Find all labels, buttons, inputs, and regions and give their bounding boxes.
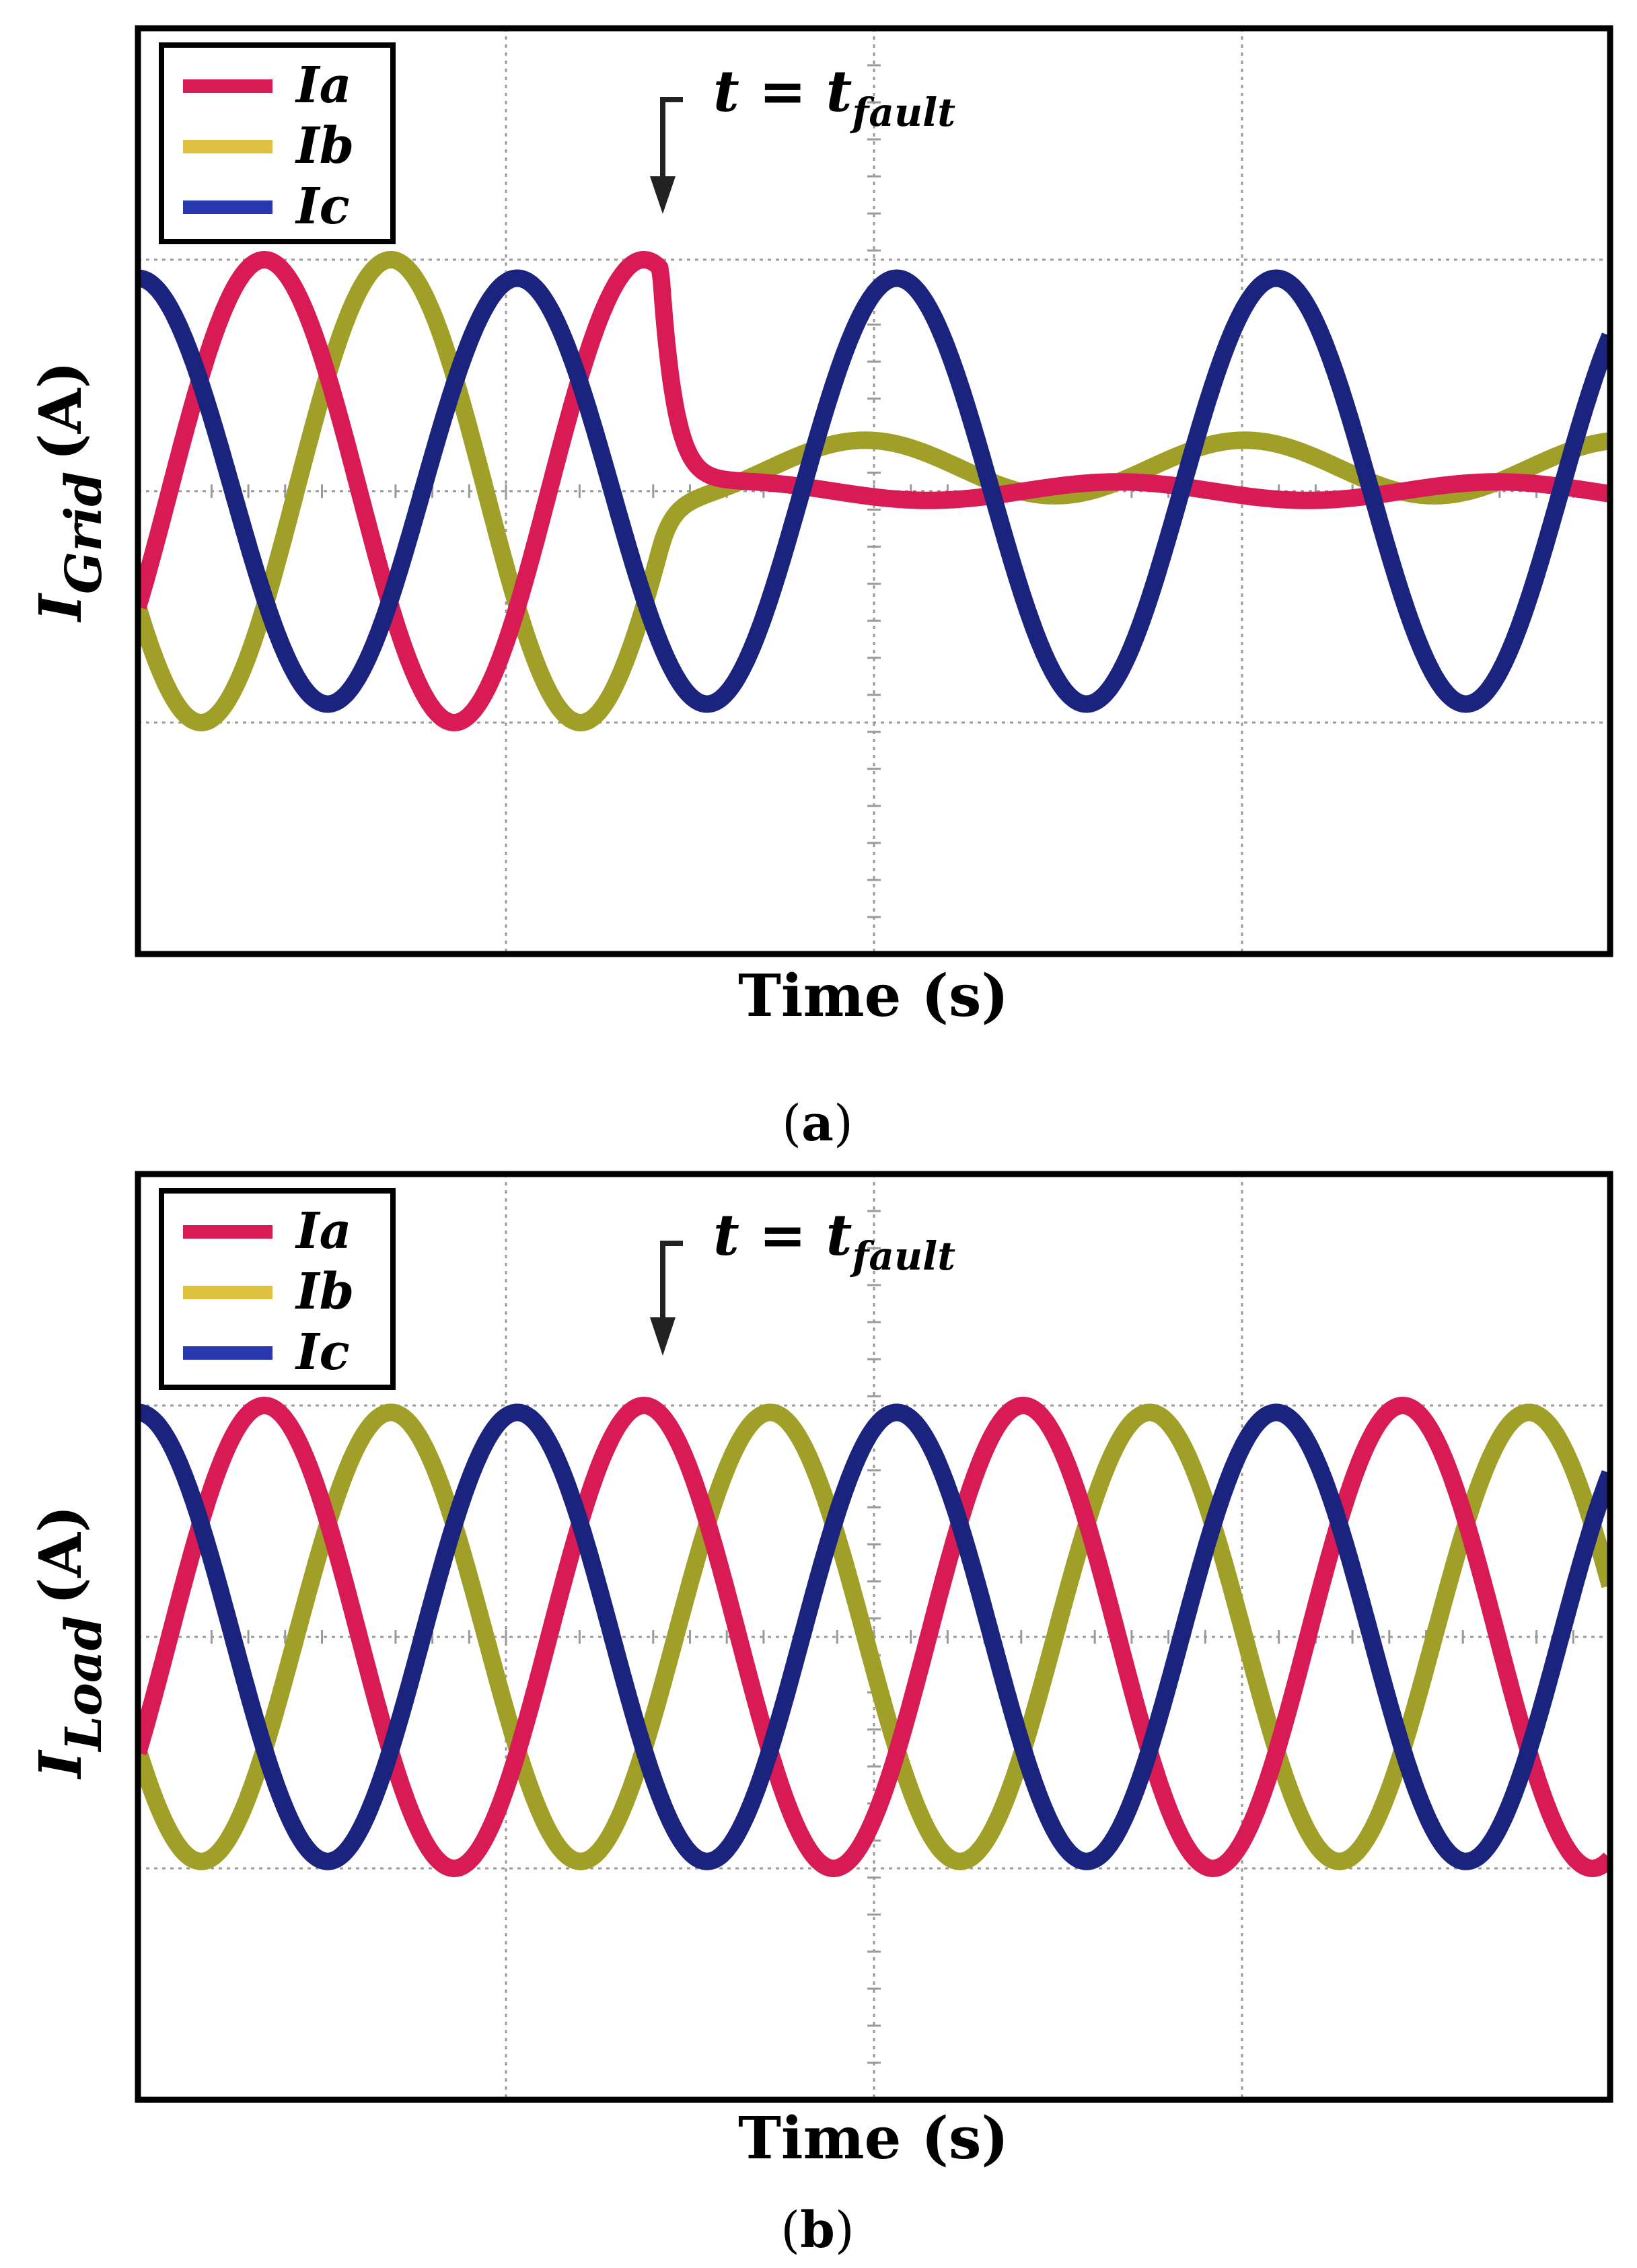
ylabel-b: ILoad(A) xyxy=(27,1505,113,1780)
panel-b: Ia Ib Ic t = tfault ILoad(A) Time (s) (b… xyxy=(27,1171,1613,2259)
fault-arrowhead-a xyxy=(650,176,676,214)
legend-label-ia-b: Ia xyxy=(295,1202,352,1260)
series-ic-a xyxy=(138,269,1610,713)
fault-annotation-a: t = tfault xyxy=(650,58,955,214)
legend-b: Ia Ib Ic xyxy=(159,1188,396,1390)
caption-a: (a) xyxy=(782,1095,853,1153)
legend-label-ib-b: Ib xyxy=(295,1263,354,1321)
series-ic-b xyxy=(138,1403,1610,1870)
series-a xyxy=(138,251,1610,731)
fault-arrowhead-b xyxy=(650,1317,676,1356)
series-ib-b xyxy=(138,1403,1610,1870)
legend-label-ib-a: Ib xyxy=(295,117,354,175)
legend-label-ia-a: Ia xyxy=(295,57,352,114)
series-ia-b xyxy=(138,1397,1610,1877)
fault-arrow-b xyxy=(660,1241,683,1322)
plot-frame-a xyxy=(135,25,1613,957)
xlabel-b: Time (s) xyxy=(738,2105,1009,2172)
fault-arrow-a xyxy=(660,97,683,182)
series-b xyxy=(138,1397,1610,1877)
fault-label-a: t = tfault xyxy=(713,58,955,135)
panel-a: Ia Ib Ic t = tfault IGrid(A) Time (s) (a… xyxy=(27,25,1613,1153)
legend-label-ic-a: Ic xyxy=(295,178,350,235)
xlabel-a: Time (s) xyxy=(738,962,1009,1030)
fault-annotation-b: t = tfault xyxy=(650,1202,955,1356)
plot-frame-b xyxy=(135,1171,1613,2103)
caption-b: (b) xyxy=(780,2201,854,2259)
ylabel-a: IGrid(A) xyxy=(27,361,113,623)
fault-label-b: t = tfault xyxy=(713,1202,955,1279)
legend-label-ic-b: Ic xyxy=(295,1323,350,1381)
legend-a: Ia Ib Ic xyxy=(159,42,396,244)
